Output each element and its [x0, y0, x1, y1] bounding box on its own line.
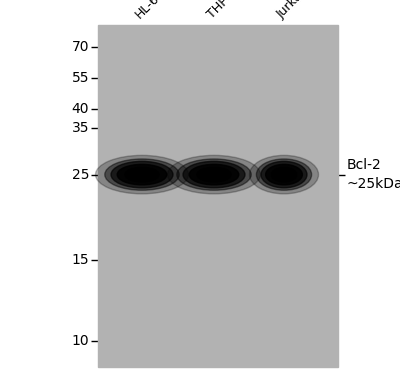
- Text: HL-60: HL-60: [133, 0, 168, 21]
- Text: THP-1: THP-1: [205, 0, 240, 21]
- Text: Bcl-2: Bcl-2: [347, 158, 382, 172]
- Text: 25: 25: [72, 168, 89, 182]
- Text: Jurkat: Jurkat: [275, 0, 310, 21]
- Text: 55: 55: [72, 71, 89, 85]
- Text: 35: 35: [72, 121, 89, 135]
- Text: 70: 70: [72, 40, 89, 54]
- Text: ~25kDa: ~25kDa: [347, 177, 400, 191]
- Text: 40: 40: [72, 102, 89, 116]
- Text: 10: 10: [72, 334, 89, 348]
- Text: 15: 15: [72, 253, 89, 267]
